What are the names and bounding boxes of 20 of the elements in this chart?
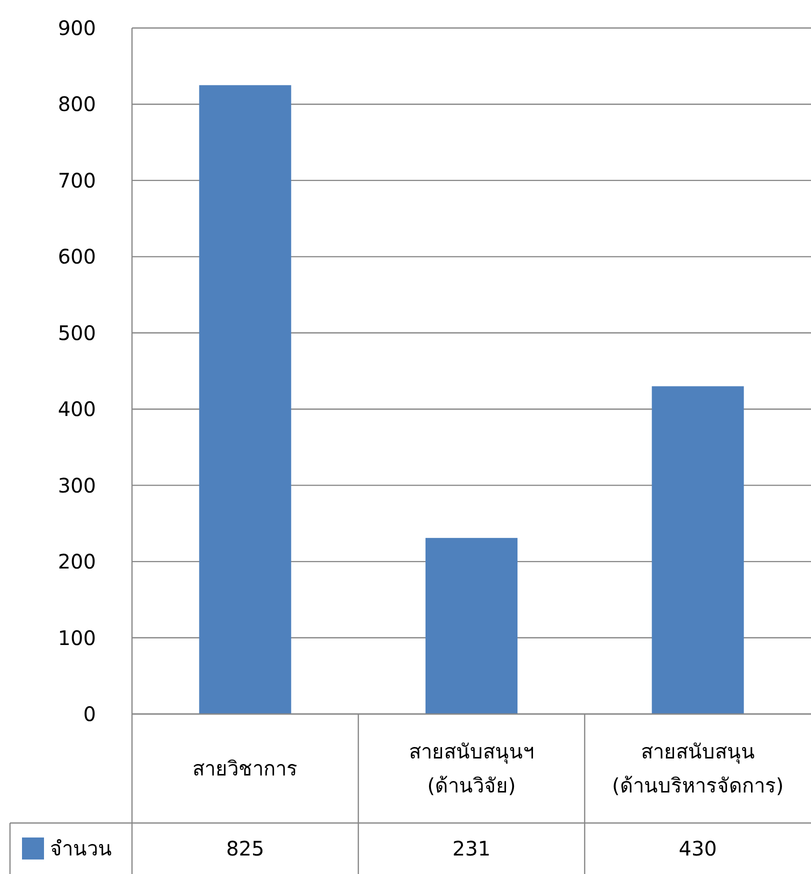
legend-label: จำนวน bbox=[50, 836, 112, 860]
bar bbox=[199, 85, 292, 714]
y-tick-label: 800 bbox=[58, 92, 96, 116]
y-tick-label: 300 bbox=[58, 473, 96, 498]
y-tick-label: 900 bbox=[58, 16, 96, 40]
y-tick-label: 600 bbox=[58, 244, 96, 269]
bar bbox=[426, 538, 518, 714]
y-tick-label: 200 bbox=[58, 550, 96, 574]
y-tick-label: 100 bbox=[58, 626, 96, 650]
data-label: 430 bbox=[678, 836, 717, 860]
y-tick-label: 700 bbox=[58, 168, 96, 192]
y-tick-label: 0 bbox=[83, 702, 96, 726]
x-tick-label: สายสนับสนุน (ด้านบริหารจัดการ) bbox=[612, 740, 784, 798]
y-tick-label: 500 bbox=[58, 320, 96, 345]
data-label: 231 bbox=[452, 836, 491, 860]
x-tick-label: สายสนับสนุนฯ (ด้านวิจัย) bbox=[409, 740, 534, 798]
bar bbox=[652, 386, 744, 714]
y-tick-label: 400 bbox=[58, 397, 96, 422]
data-label: 825 bbox=[226, 836, 264, 860]
x-tick-label: สายวิชาการ bbox=[192, 756, 298, 780]
